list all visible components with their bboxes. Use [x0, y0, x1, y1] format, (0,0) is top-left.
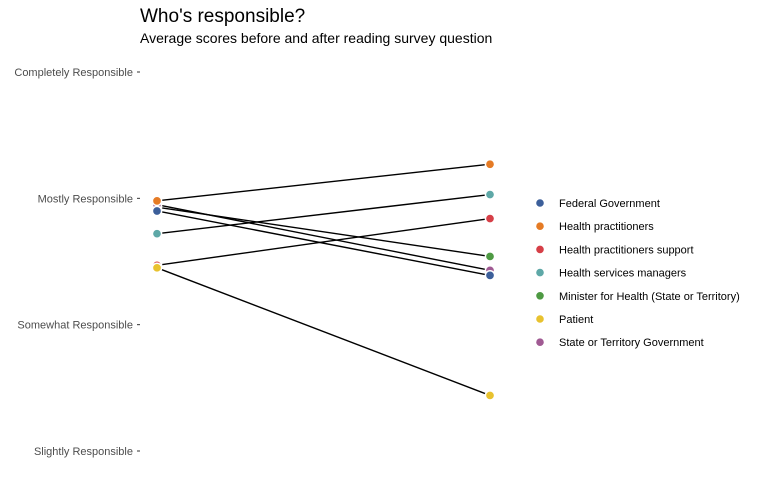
legend-swatch-health-practitioners — [535, 221, 545, 231]
y-axis: Completely Responsible Mostly Responsible… — [14, 67, 140, 458]
slope-line-health-practitioners-support — [156, 217, 491, 266]
point-before-health-practitioners — [151, 195, 163, 207]
point-before-patient — [151, 262, 163, 274]
legend-label-state-or-territory-government: State or Territory Government — [559, 337, 704, 349]
legend-label-health-services-managers: Health services managers — [559, 268, 687, 280]
chart-title: Who's responsible? — [140, 6, 305, 27]
legend-label-patient: Patient — [559, 314, 593, 326]
y-tick-label: Completely Responsible — [14, 67, 133, 79]
legend-label-minister-for-health-state-or-territory: Minister for Health (State or Territory) — [559, 291, 740, 303]
legend-swatch-state-or-territory-government — [535, 337, 545, 348]
legend-label-federal-government: Federal Government — [559, 198, 660, 210]
legend-swatch-health-services-managers — [535, 267, 545, 278]
y-tick-label: Mostly Responsible — [38, 193, 133, 205]
legend: Federal Government Health practitioners He… — [535, 198, 740, 349]
legend-label-health-practitioners-support: Health practitioners support — [559, 244, 694, 256]
legend-swatch-minister-for-health-state-or-territory — [535, 291, 545, 301]
point-after-health-services-managers — [484, 189, 496, 200]
point-before-health-services-managers — [151, 228, 163, 240]
point-after-health-practitioners-support — [484, 213, 496, 224]
slope-line-health-services-managers — [156, 193, 491, 235]
legend-swatch-patient — [535, 314, 545, 324]
point-after-federal-government — [484, 270, 496, 281]
chart-subtitle: Average scores before and after reading … — [140, 30, 492, 46]
y-tick-label: Slightly Responsible — [34, 446, 133, 458]
point-after-patient — [484, 390, 496, 401]
slope-line-health-practitioners — [156, 163, 491, 202]
slope-line-patient — [156, 267, 491, 397]
legend-swatch-health-practitioners-support — [535, 244, 545, 255]
slope-line-state-or-territory-government — [156, 203, 491, 272]
data-points — [151, 158, 496, 401]
point-after-health-practitioners — [484, 158, 496, 170]
y-tick-label: Somewhat Responsible — [17, 320, 133, 332]
point-before-federal-government — [151, 205, 163, 217]
point-after-minister-for-health-state-or-territory — [484, 251, 496, 262]
slope-lines — [156, 163, 491, 397]
slope-line-federal-government — [156, 210, 491, 277]
legend-label-health-practitioners: Health practitioners — [559, 221, 654, 233]
legend-swatch-federal-government — [535, 198, 545, 208]
